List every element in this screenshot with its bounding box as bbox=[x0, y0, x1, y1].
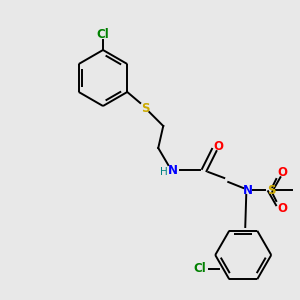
Text: S: S bbox=[141, 101, 149, 115]
Text: Cl: Cl bbox=[97, 28, 110, 41]
Text: S: S bbox=[267, 184, 275, 196]
Text: Cl: Cl bbox=[194, 262, 206, 275]
Text: N: N bbox=[243, 184, 253, 196]
Text: O: O bbox=[213, 140, 223, 152]
Text: H: H bbox=[160, 167, 168, 177]
Text: O: O bbox=[277, 166, 287, 178]
Text: O: O bbox=[277, 202, 287, 214]
Text: N: N bbox=[168, 164, 178, 176]
